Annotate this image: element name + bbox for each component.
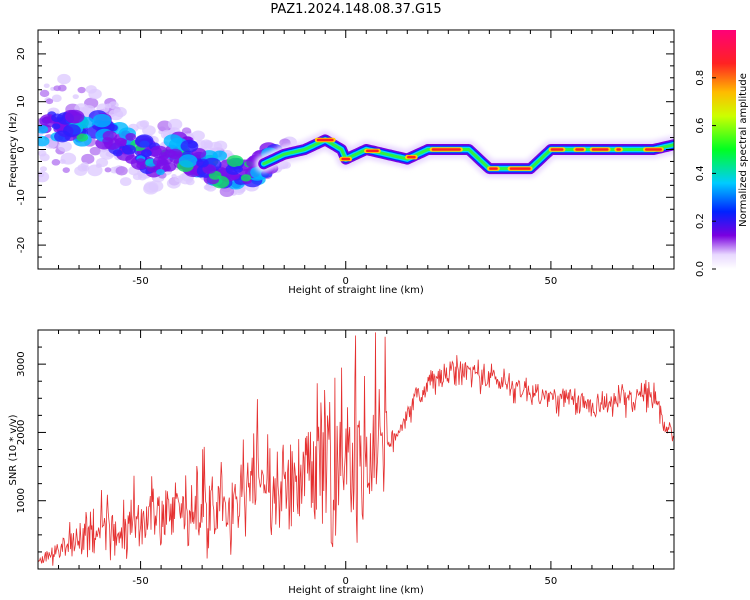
colorbar-ticks: 0.0 0.2 0.4 0.6 0.8 <box>695 70 716 277</box>
spectrogram-noise-blob <box>137 173 148 181</box>
spectrogram-noise-blob <box>174 175 184 183</box>
figure-title: PAZ1.2024.148.08.37.G15 <box>270 2 442 17</box>
spectrogram-noise-blob <box>191 130 205 141</box>
colorbar-tick-label: 0.4 <box>695 165 706 181</box>
snr-series-line <box>38 332 674 566</box>
colorbar-tick-label: 0.8 <box>695 70 706 86</box>
spectrogram-signal-blob <box>51 123 61 130</box>
spectrogram-noise-blob <box>167 118 183 130</box>
spectrogram-noise-blob <box>51 159 61 166</box>
spectrogram-noise-blob <box>80 162 89 169</box>
snr-axes: -50 0 50 1000 2000 3000 <box>16 329 675 587</box>
snr-x-tick-label: 0 <box>343 576 349 587</box>
spectrogram-signal-blob <box>135 134 154 148</box>
spectrogram-noise-blob <box>171 173 177 179</box>
spectrogram-noise-blob <box>87 164 103 177</box>
spectrogram-x-tick-label: 0 <box>343 276 349 287</box>
spectrogram-x-tick-label: -50 <box>132 276 148 287</box>
spectrogram-signal-blob <box>168 148 183 159</box>
spectrogram-signal-blob <box>163 134 183 148</box>
colorbar-tick-label: 0.0 <box>695 261 706 277</box>
spectrogram-y-tick-label: -10 <box>16 189 27 205</box>
spectrogram-signal-blob <box>135 158 146 166</box>
spectrogram-x-tick-label: 50 <box>545 276 558 287</box>
spectrogram-y-tick-label: -20 <box>16 237 27 253</box>
snr-x-tick-label: -50 <box>132 576 148 587</box>
spectrogram-noise-blob <box>185 178 195 186</box>
spectrogram-signal-blob <box>226 155 244 168</box>
spectrogram-noise-blob <box>85 85 97 94</box>
spectrogram-signal-blob <box>125 133 137 141</box>
spectrogram-noise-blob <box>119 177 132 186</box>
spectrogram-noise-blob <box>203 184 212 191</box>
snr-x-axis-label: Height of straight line (km) <box>288 585 424 596</box>
snr-y-tick-label: 2000 <box>16 420 27 445</box>
spectrogram-noise-blob <box>60 152 77 165</box>
spectrogram-noise-blob <box>77 86 86 94</box>
spectrogram-noise-blob <box>108 101 119 110</box>
spectrogram-noise-blob <box>39 166 47 172</box>
spectrogram-signal-blob <box>76 133 89 142</box>
spectrogram-noise-blob <box>136 120 148 130</box>
spectrogram-noise-blob <box>43 83 50 89</box>
spectrogram-noise-blob <box>104 167 112 173</box>
spectrogram-noise-blob <box>39 89 50 98</box>
spectrogram-y-tick-label: 20 <box>16 48 27 61</box>
spectrogram-y-axis-label: Frequency (Hz) <box>8 112 19 188</box>
spectrogram-y-tick-label: 10 <box>16 95 27 108</box>
spectrogram-signal-blob <box>64 109 85 124</box>
snr-x-tick-label: 50 <box>545 576 558 587</box>
snr-y-tick-label: 3000 <box>16 351 27 376</box>
spectrogram-signal-blob <box>121 144 137 155</box>
spectrogram-signal-blob <box>92 113 112 128</box>
spectrogram-noise-blob <box>62 167 70 173</box>
spectrogram-y-tick-label: 0 <box>16 146 27 152</box>
spectrogram-noise-blob <box>51 94 62 103</box>
colorbar-label: Normalized spectral amplitude <box>738 73 749 227</box>
colorbar-gradient <box>712 30 736 269</box>
spectrogram-signal-blob <box>196 158 209 168</box>
snr-y-tick-label: 1000 <box>16 488 27 513</box>
spectrogram-noise-blob <box>39 153 50 162</box>
spectrogram-noise-blob <box>57 141 72 152</box>
spectrogram-noise-blob <box>148 180 164 192</box>
spectrogram-signal-blob <box>54 130 71 143</box>
spectrogram-signal-blob <box>156 168 165 176</box>
snr-panel: -50 0 50 1000 2000 3000 Height of straight li… <box>8 329 675 596</box>
spectrogram-signal-blob <box>114 137 127 147</box>
spectrogram-panel: -50 0 50 -20 -10 0 10 20 Height of straight lin… <box>8 29 675 296</box>
spectrogram-axes: -50 0 50 -20 -10 0 10 20 <box>16 29 675 287</box>
spectrogram-x-axis-label: Height of straight line (km) <box>288 285 424 296</box>
spectrogram-noise-blob <box>45 98 54 105</box>
colorbar-tick-label: 0.2 <box>695 213 706 229</box>
spectrogram-signal-blob <box>180 139 199 153</box>
spectrogram-signal-blob <box>102 137 114 145</box>
spectrogram-noise-blob <box>38 171 50 183</box>
spectrogram-signal-blob <box>140 149 152 158</box>
spectrogram-noise-blob <box>115 166 128 176</box>
spectrogram-noise-blob <box>89 146 101 156</box>
spectrogram-noise-blob <box>108 108 124 121</box>
spectrogram-signal-blob <box>38 125 49 134</box>
spectrogram-plot-area <box>38 73 674 198</box>
spectrogram-signal-blob <box>38 136 50 147</box>
snr-y-axis-label: SNR (10 * v/v) <box>8 414 19 485</box>
spectrogram-signal-blob <box>152 156 167 167</box>
colorbar-tick-label: 0.6 <box>695 118 706 134</box>
spectrogram-signal-blob <box>51 113 64 123</box>
spectrogram-noise-blob <box>53 85 62 92</box>
spectrogram-signal-blob <box>233 165 244 173</box>
spectrogram-noise-blob <box>81 153 95 165</box>
spectrogram-noise-blob <box>57 73 71 85</box>
spectrogram-noise-blob <box>219 185 235 198</box>
snr-plot-area <box>38 332 674 566</box>
spectrogram-noise-blob <box>72 94 79 100</box>
spectrogram-signal-blob <box>240 174 252 182</box>
colorbar: 0.0 0.2 0.4 0.6 0.8 Normalized spectral ampl… <box>695 30 749 277</box>
spectrogram-signal-blob <box>112 149 123 157</box>
spectrogram-signal-blob <box>178 154 198 168</box>
